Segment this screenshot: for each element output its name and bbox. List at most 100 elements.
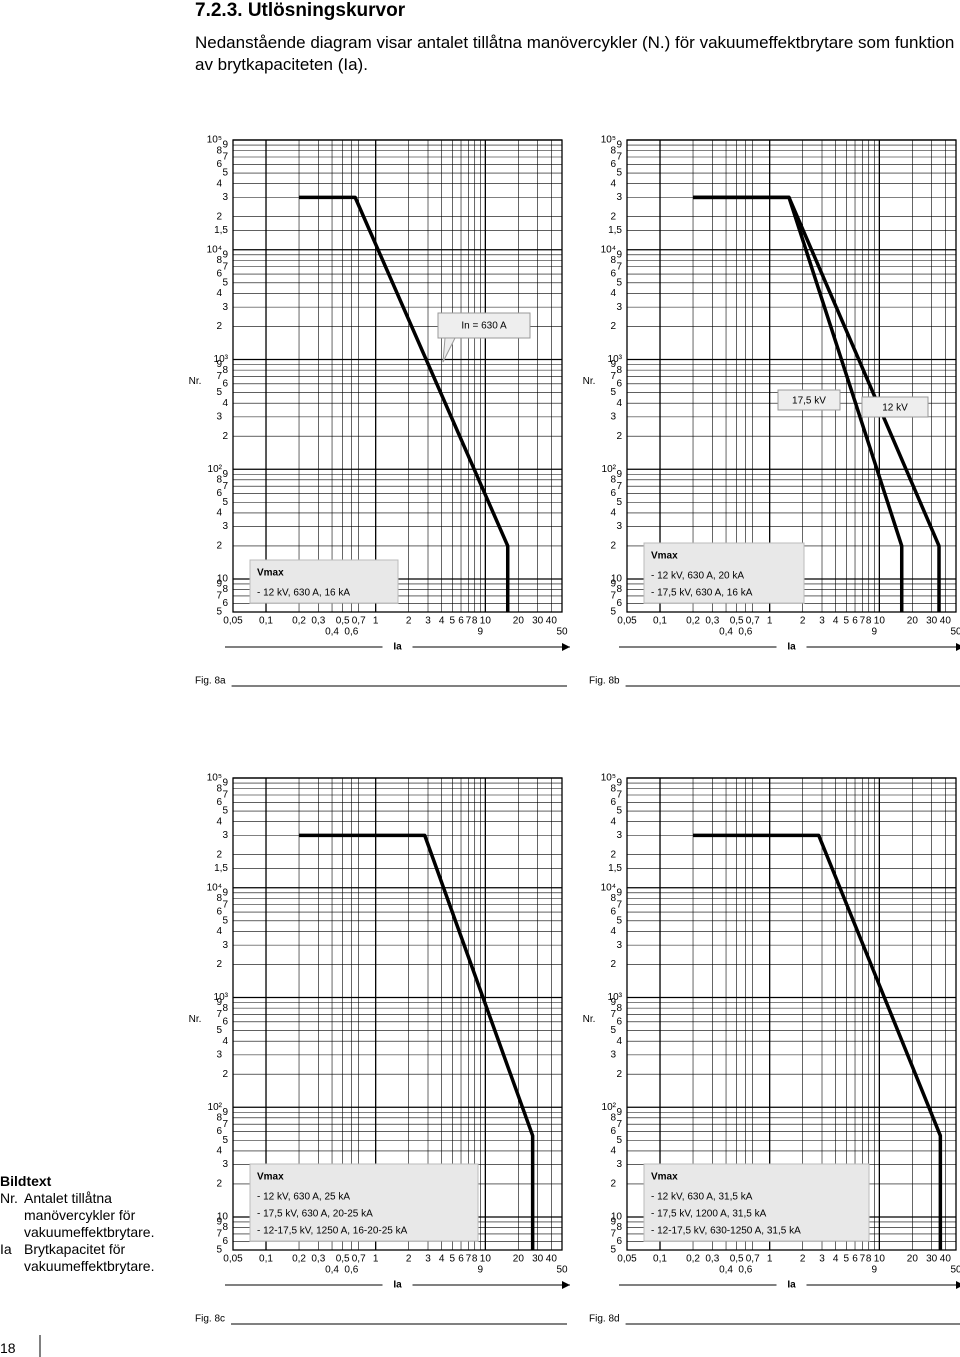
y-tick-label: 4 <box>610 288 616 299</box>
y-tick-label: 7 <box>216 591 222 602</box>
x-tick-label: 0,6 <box>738 627 752 638</box>
y-tick-label: 5 <box>216 1245 222 1256</box>
y-tick-label: 4 <box>216 926 222 937</box>
y-tick-label: 9 <box>222 140 228 151</box>
y-tick-label: 10 <box>217 574 229 585</box>
x-tick-label: 0,4 <box>719 627 733 638</box>
x-tick-label: 1 <box>767 1254 773 1265</box>
x-tick-label: 0,5 <box>730 616 744 627</box>
x-tick-label: 40 <box>940 616 952 627</box>
x-tick-label: 0,3 <box>311 616 325 627</box>
y-tick-label: 10⁴ <box>207 244 222 255</box>
y-tick-label: 10² <box>208 1102 223 1113</box>
x-tick-label: 30 <box>926 1254 938 1265</box>
x-tick-label: 20 <box>907 616 919 627</box>
y-tick-label: 5 <box>616 277 622 288</box>
y-tick-label: 4 <box>616 398 622 409</box>
x-tick-label: 0,7 <box>746 616 760 627</box>
figure-title: Fig. 8b <box>589 676 620 687</box>
legend-box <box>643 1163 870 1242</box>
curve <box>299 195 510 612</box>
y-tick-label: 4 <box>610 178 616 189</box>
y-tick-label: 10⁵ <box>207 135 222 146</box>
y-tick-label: 7 <box>616 790 622 801</box>
y-tick-label: 6 <box>610 269 616 280</box>
legend-line: - 12-17,5 kV, 1250 A, 16-20-25 kA <box>257 1226 408 1237</box>
y-tick-label: 2 <box>216 959 222 970</box>
y-tick-label: 9 <box>610 579 616 590</box>
series-callout <box>861 396 929 418</box>
y-tick-label: 3 <box>616 192 622 203</box>
y-tick-label: 7 <box>616 481 622 492</box>
caption-title: Bildtext <box>0 1173 52 1189</box>
y-tick-label: 7 <box>610 371 616 382</box>
legend-title: Vmax <box>651 551 678 562</box>
x-tick-label: 9 <box>872 627 878 638</box>
y-tick-label: 3 <box>216 1050 222 1061</box>
y-tick-label: 10³ <box>214 992 229 1003</box>
callout-pointer <box>442 337 456 363</box>
y-tick-label: 4 <box>610 816 616 827</box>
y-tick-label: 5 <box>616 806 622 817</box>
x-tick-label: 20 <box>513 616 525 627</box>
y-tick-label: 6 <box>216 797 222 808</box>
x-tick-label: 0,05 <box>223 1254 243 1265</box>
x-tick-label: 0,2 <box>686 1254 700 1265</box>
y-tick-label: 7 <box>616 899 622 910</box>
x-tick-label: 40 <box>940 1254 952 1265</box>
x-tick-label: 0,1 <box>259 1254 273 1265</box>
x-tick-label: 3 <box>819 1254 825 1265</box>
y-tick-label: 2 <box>610 959 616 970</box>
y-tick-label: 2 <box>216 849 222 860</box>
y-tick-label: 7 <box>616 261 622 272</box>
y-tick-label: 3 <box>222 940 228 951</box>
y-tick-label: 9 <box>616 778 622 789</box>
y-tick-label: 6 <box>222 378 228 389</box>
y-tick-label: 10 <box>217 1212 229 1223</box>
y-tick-label: 4 <box>216 178 222 189</box>
y-tick-label: 6 <box>222 598 228 609</box>
y-tick-label: 1,5 <box>608 863 622 874</box>
y-tick-label: 9 <box>616 887 622 898</box>
y-tick-label: 10³ <box>214 354 229 365</box>
y-tick-label: 2 <box>216 1179 222 1190</box>
y-tick-label: 2 <box>222 431 228 442</box>
y-tick-label: 9 <box>216 579 222 590</box>
y-tick-label: 9 <box>610 1217 616 1228</box>
y-tick-label: 4 <box>610 926 616 937</box>
y-tick-label: 7 <box>222 1119 228 1130</box>
y-tick-label: 8 <box>216 893 222 904</box>
y-tick-label: 7 <box>216 371 222 382</box>
y-tick-label: 3 <box>616 521 622 532</box>
y-tick-label: 10 <box>611 574 623 585</box>
definition: Brytkapacitet för vakuumeffektbrytare. <box>24 1241 155 1274</box>
x-tick-label: 0,1 <box>653 616 667 627</box>
x-tick-label: 0,05 <box>617 1254 637 1265</box>
y-tick-label: 7 <box>610 591 616 602</box>
y-tick-label: 9 <box>222 887 228 898</box>
y-tick-label: 7 <box>222 899 228 910</box>
x-tick-label: 50 <box>556 1265 568 1276</box>
x-tick-label: 9 <box>872 1265 878 1276</box>
y-tick-label: 4 <box>616 1036 622 1047</box>
x-tick-label: 0,2 <box>292 1254 306 1265</box>
y-tick-label: 6 <box>222 1016 228 1027</box>
x-tick-label: 30 <box>532 1254 544 1265</box>
y-tick-label: 5 <box>216 1025 222 1036</box>
y-tick-label: 8 <box>216 474 222 485</box>
y-tick-label: 5 <box>222 168 228 179</box>
y-tick-label: 9 <box>222 249 228 260</box>
y-tick-label: 3 <box>216 412 222 423</box>
y-axis-label: Nr. <box>189 376 202 387</box>
y-tick-label: 2 <box>216 211 222 222</box>
y-tick-label: 8 <box>610 255 616 266</box>
y-tick-label: 3 <box>222 1159 228 1170</box>
y-tick-label: 5 <box>222 497 228 508</box>
page-number: 18 <box>0 1340 16 1356</box>
y-tick-label: 8 <box>616 1222 622 1233</box>
y-tick-label: 10² <box>602 1102 617 1113</box>
y-tick-label: 5 <box>222 915 228 926</box>
y-tick-label: 6 <box>616 378 622 389</box>
x-tick-label: 30 <box>532 616 544 627</box>
x-tick-label: 0,4 <box>325 1265 339 1276</box>
